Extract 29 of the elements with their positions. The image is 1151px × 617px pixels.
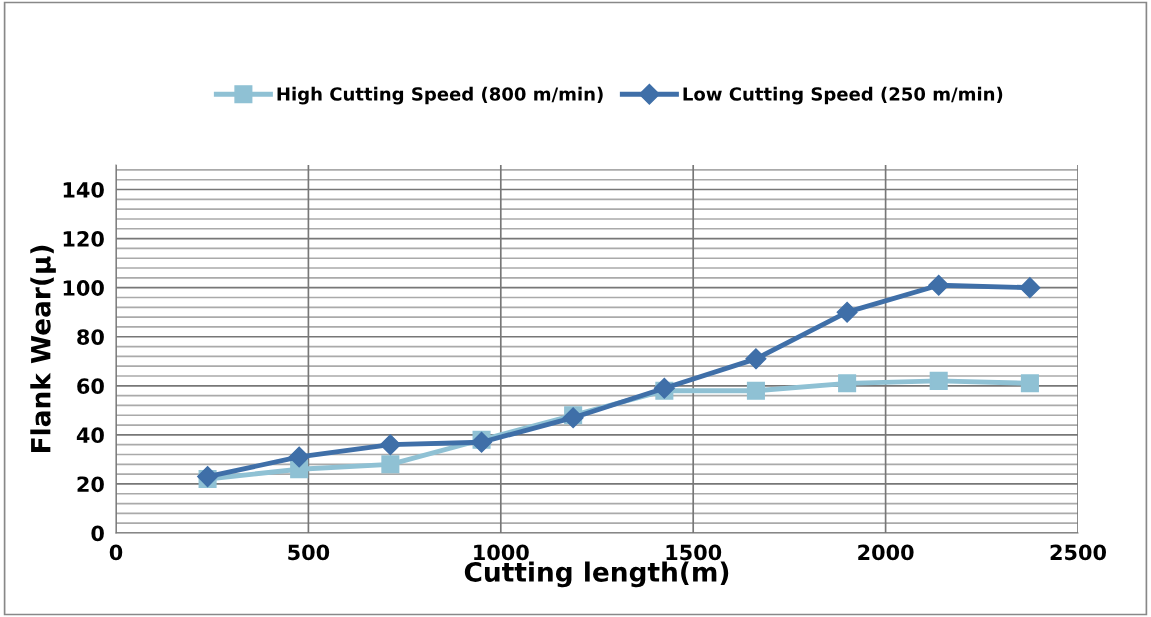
legend-label: Low Cutting Speed (250 m/min) bbox=[683, 86, 1003, 105]
point bbox=[929, 371, 948, 390]
point bbox=[288, 446, 310, 468]
y-tick-label: 80 bbox=[77, 329, 104, 345]
point bbox=[381, 455, 400, 474]
x-tick-label: 1000 bbox=[474, 544, 529, 561]
x-tick-label: 2000 bbox=[858, 544, 914, 561]
y-tick-label: 40 bbox=[76, 427, 104, 444]
point bbox=[746, 381, 765, 400]
y-tick-label: 0 bbox=[91, 525, 104, 542]
point bbox=[836, 301, 858, 323]
x-tick-label: 2500 bbox=[1050, 544, 1106, 561]
point bbox=[838, 374, 857, 393]
x-tick-label: 1500 bbox=[666, 544, 722, 561]
y-tick-label: 100 bbox=[63, 280, 104, 296]
point bbox=[1020, 374, 1039, 393]
y-tick-label: 60 bbox=[77, 378, 104, 395]
y-tick-label: 20 bbox=[77, 476, 104, 493]
legend-label: High Cutting Speed (800 m/min) bbox=[277, 86, 603, 105]
y-tick-label: 140 bbox=[63, 181, 104, 198]
y-axis-title: Flank Wear(µ) bbox=[30, 245, 56, 452]
point bbox=[1019, 277, 1041, 299]
x-tick-label: 500 bbox=[288, 544, 330, 561]
x-tick-label: 0 bbox=[109, 544, 123, 561]
point bbox=[928, 274, 950, 296]
y-tick-label: 120 bbox=[63, 231, 104, 247]
point bbox=[745, 348, 767, 370]
x-axis-title: Cutting length(m) bbox=[464, 561, 729, 588]
point bbox=[379, 434, 401, 456]
